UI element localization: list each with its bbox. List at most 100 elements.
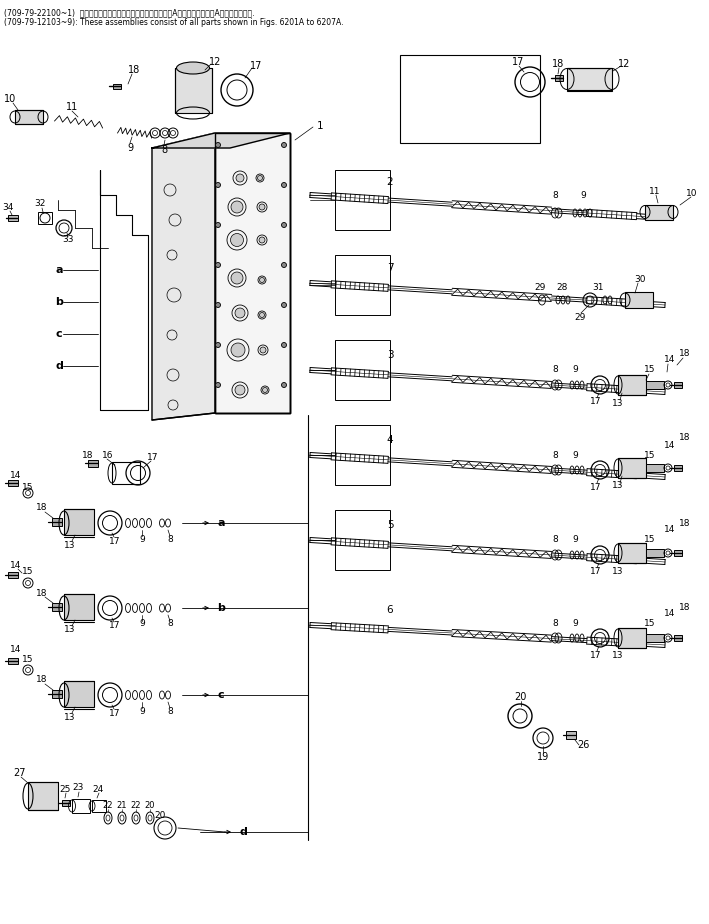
Bar [674, 550, 682, 556]
Bar [646, 549, 664, 557]
Bar [215, 133, 290, 413]
Text: c: c [217, 690, 223, 700]
Text: 15: 15 [22, 655, 34, 664]
Text: c: c [55, 329, 62, 339]
Text: 24: 24 [92, 784, 104, 794]
Circle shape [216, 183, 220, 188]
Text: 10: 10 [4, 94, 16, 104]
Text: 33: 33 [62, 236, 74, 245]
Text: 13: 13 [65, 626, 76, 635]
Circle shape [216, 142, 220, 148]
Text: 32: 32 [34, 200, 45, 209]
Text: a: a [55, 265, 62, 275]
Text: 8: 8 [167, 707, 173, 715]
Polygon shape [152, 133, 290, 148]
Text: 21: 21 [117, 801, 127, 810]
Text: d: d [55, 361, 63, 371]
Text: 9: 9 [139, 534, 145, 543]
Text: 14: 14 [11, 561, 22, 569]
Text: 34: 34 [2, 202, 13, 212]
Text: 17: 17 [109, 622, 121, 630]
Text: 15: 15 [22, 567, 34, 577]
Bar [215, 133, 290, 413]
Circle shape [231, 201, 243, 213]
Text: 18: 18 [82, 451, 94, 459]
Text: 12: 12 [209, 57, 221, 67]
Text: 4: 4 [386, 435, 393, 445]
Text: 8: 8 [552, 536, 558, 544]
Circle shape [235, 385, 245, 395]
Bar [335, 170, 390, 230]
Text: 14: 14 [664, 526, 676, 534]
Circle shape [216, 343, 220, 347]
Bar [64, 509, 94, 535]
Bar [28, 782, 58, 810]
Bar [625, 292, 653, 308]
Text: 20: 20 [145, 801, 155, 810]
Text: 29: 29 [574, 312, 586, 322]
Bar [674, 635, 682, 641]
Text: 8: 8 [167, 619, 173, 628]
Text: 7: 7 [386, 263, 393, 273]
Bar [555, 75, 563, 81]
Bar [646, 634, 664, 642]
Bar [38, 212, 52, 224]
Circle shape [281, 343, 286, 347]
Text: 14: 14 [664, 441, 676, 449]
Text: d: d [240, 827, 248, 837]
Text: 10: 10 [686, 188, 698, 198]
Bar [64, 681, 94, 707]
Circle shape [281, 262, 286, 268]
Text: 15: 15 [644, 366, 656, 374]
Text: 17: 17 [591, 567, 602, 577]
Bar [92, 800, 106, 812]
Text: 17: 17 [591, 650, 602, 660]
Text: 17: 17 [147, 453, 159, 461]
Circle shape [231, 343, 245, 357]
Text: 27: 27 [13, 768, 26, 778]
Circle shape [216, 302, 220, 308]
Circle shape [281, 142, 286, 148]
Text: 12: 12 [618, 59, 630, 69]
Text: 13: 13 [65, 712, 76, 722]
Ellipse shape [177, 62, 209, 74]
Bar [646, 381, 664, 389]
Bar [645, 205, 673, 220]
Bar [618, 543, 646, 563]
Text: 8: 8 [552, 366, 558, 374]
Text: 14: 14 [664, 356, 676, 364]
Bar [400, 55, 540, 143]
Circle shape [260, 347, 266, 353]
Bar [112, 462, 140, 484]
Bar [8, 215, 18, 221]
Text: 17: 17 [591, 482, 602, 492]
Text: 9: 9 [139, 707, 145, 715]
Text: 18: 18 [128, 65, 140, 75]
Text: 8: 8 [167, 534, 173, 543]
Bar [62, 800, 70, 806]
Bar [618, 628, 646, 648]
Bar [72, 799, 90, 813]
Text: 13: 13 [613, 481, 624, 491]
Text: 9: 9 [580, 190, 586, 200]
Bar [674, 382, 682, 388]
Polygon shape [152, 133, 215, 420]
Bar [618, 458, 646, 478]
Text: 18: 18 [679, 433, 691, 443]
Text: 9: 9 [572, 536, 578, 544]
Text: 20: 20 [514, 692, 526, 702]
Bar [335, 340, 390, 400]
Bar [8, 480, 18, 486]
Text: 15: 15 [644, 618, 656, 627]
Text: b: b [217, 603, 225, 613]
Text: 26: 26 [577, 740, 589, 750]
Circle shape [230, 234, 243, 247]
Bar [88, 460, 98, 467]
Text: 17: 17 [512, 57, 524, 67]
Text: 15: 15 [644, 451, 656, 459]
Text: 22: 22 [103, 801, 113, 810]
Text: 8: 8 [552, 618, 558, 627]
Text: 18: 18 [679, 349, 691, 359]
Text: 8: 8 [161, 145, 167, 155]
Bar [335, 425, 390, 485]
